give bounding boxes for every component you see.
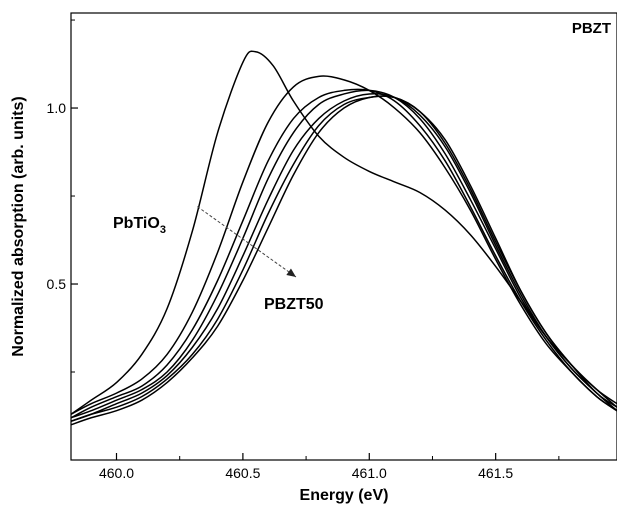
series-line-2 — [70, 75, 617, 415]
y-tick-label: 1.0 — [47, 100, 67, 116]
x-axis-ticks: 460.0 460.5 461.0 461.5 — [99, 453, 560, 481]
series-line-3 — [70, 88, 617, 419]
annotation-end-label: PBZT50 — [264, 296, 324, 313]
series-line-5 — [70, 93, 617, 422]
series-line-4 — [70, 89, 617, 419]
annotation-start-label: PbTiO3 — [113, 215, 166, 236]
x-tick-label: 461.0 — [352, 465, 387, 481]
plot-frame — [70, 12, 617, 461]
curves-group — [70, 50, 617, 426]
annotation-arrow-head — [286, 268, 296, 277]
y-axis-title: Normalized absorption (arb. units) — [10, 96, 27, 356]
annotation-arrow — [197, 206, 297, 278]
x-axis-title: Energy (eV) — [300, 487, 389, 504]
y-axis-ticks: 0.5 1.0 — [47, 19, 78, 373]
annotation-start-subscript: 3 — [160, 224, 166, 236]
annotation-start-text: PbTiO — [113, 215, 160, 232]
y-tick-label: 0.5 — [47, 276, 67, 292]
x-tick-label: 460.5 — [225, 465, 260, 481]
x-tick-label: 461.5 — [478, 465, 513, 481]
series-line-7 — [70, 95, 617, 426]
panel-label: PBZT — [572, 20, 611, 37]
x-tick-label: 460.0 — [99, 465, 134, 481]
